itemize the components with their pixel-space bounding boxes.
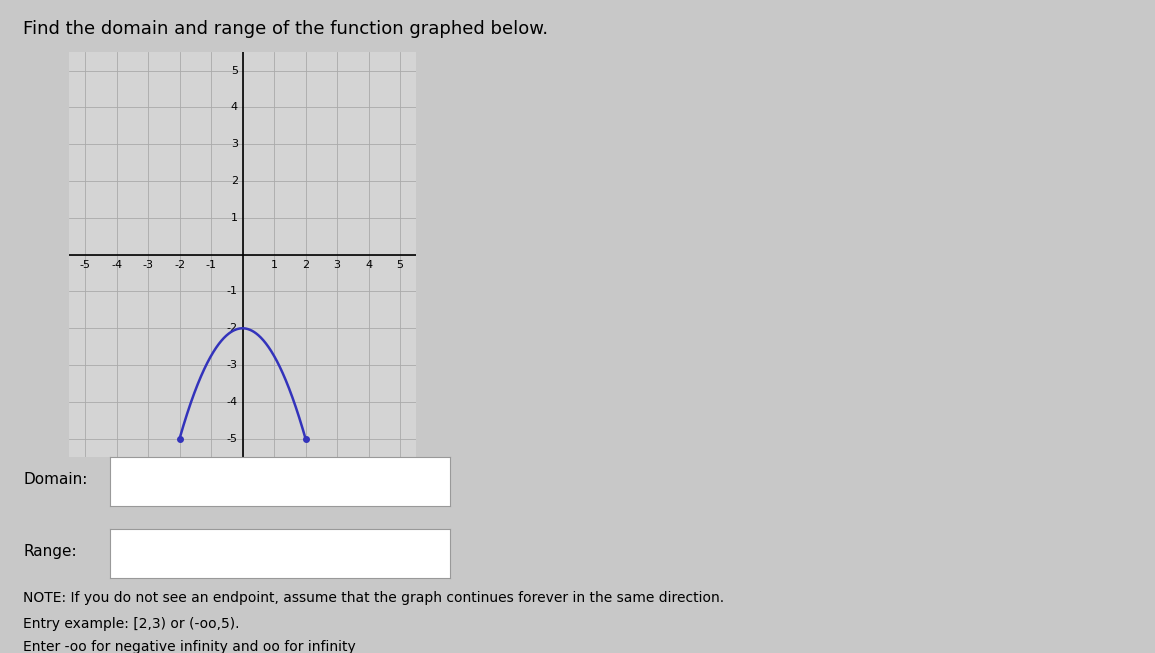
Text: Enter -oo for negative infinity and oo for infinity: Enter -oo for negative infinity and oo f… xyxy=(23,640,356,653)
Text: -4: -4 xyxy=(226,397,238,407)
Text: -2: -2 xyxy=(226,323,238,333)
Text: 5: 5 xyxy=(396,260,403,270)
Text: -1: -1 xyxy=(226,287,238,296)
Text: -3: -3 xyxy=(226,360,238,370)
Text: 4: 4 xyxy=(231,103,238,112)
Text: 5: 5 xyxy=(231,66,238,76)
Text: 2: 2 xyxy=(231,176,238,186)
Text: -5: -5 xyxy=(226,434,238,443)
Text: -4: -4 xyxy=(111,260,122,270)
Text: 1: 1 xyxy=(231,213,238,223)
Text: Entry example: [2,3) or (-oo,5).: Entry example: [2,3) or (-oo,5). xyxy=(23,617,239,631)
Text: Find the domain and range of the function graphed below.: Find the domain and range of the functio… xyxy=(23,20,549,38)
Text: -1: -1 xyxy=(206,260,216,270)
Text: 2: 2 xyxy=(301,260,310,270)
Text: -5: -5 xyxy=(80,260,90,270)
Text: Range:: Range: xyxy=(23,545,76,559)
Text: -2: -2 xyxy=(174,260,185,270)
Text: 3: 3 xyxy=(231,139,238,150)
Text: 1: 1 xyxy=(270,260,277,270)
Text: -3: -3 xyxy=(142,260,154,270)
Text: Domain:: Domain: xyxy=(23,473,88,487)
Text: 4: 4 xyxy=(365,260,372,270)
Text: 3: 3 xyxy=(334,260,341,270)
Text: NOTE: If you do not see an endpoint, assume that the graph continues forever in : NOTE: If you do not see an endpoint, ass… xyxy=(23,591,724,605)
